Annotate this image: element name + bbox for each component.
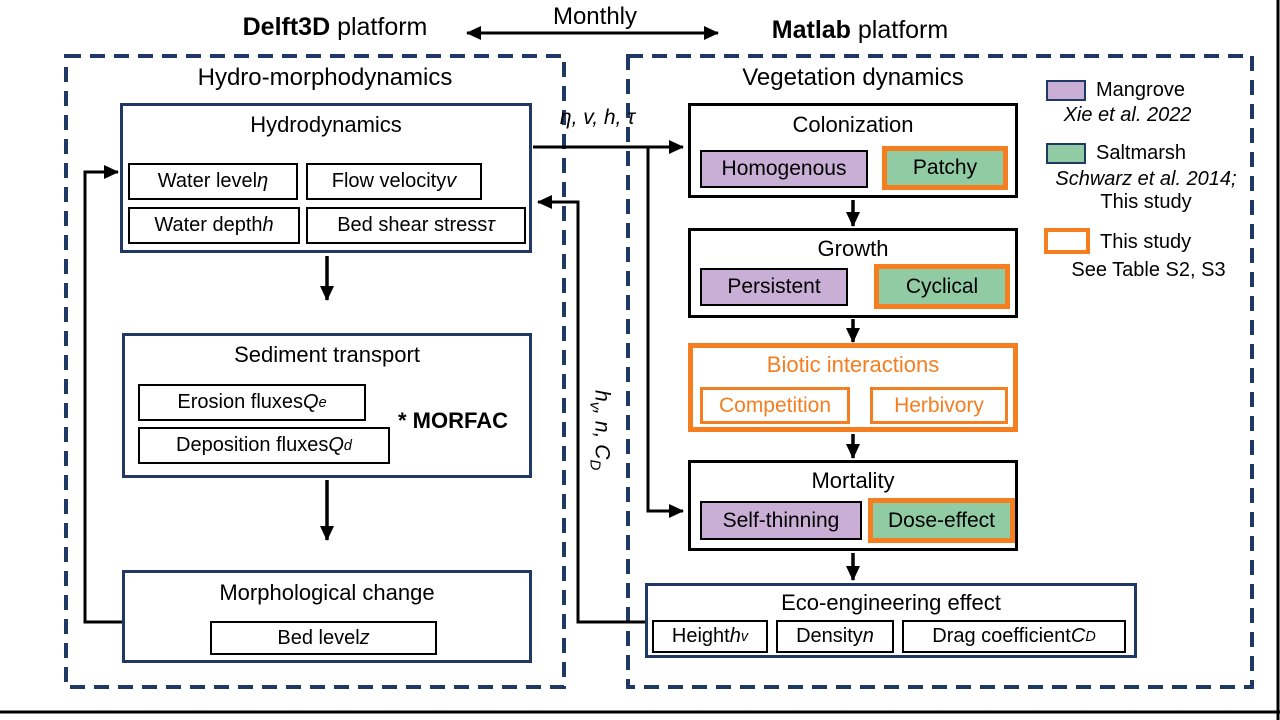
morfac-label: * MORFAC — [398, 408, 508, 433]
water-level-box: Water level η — [128, 163, 298, 200]
height-label: Height — [671, 625, 730, 647]
self-thinning-box: Self-thinning — [700, 501, 862, 540]
height-symbol: h — [729, 625, 741, 647]
saltmarsh-legend-swatch — [1046, 143, 1086, 164]
sediment-transport-title: Sediment transport — [234, 342, 420, 367]
density-symbol: n — [862, 625, 874, 647]
water-level-symbol: η — [257, 170, 269, 192]
saltmarsh-legend-ref: Schwarz et al. 2014; — [1055, 168, 1237, 190]
density-box: Density n — [776, 620, 894, 653]
herbivory-box: Herbivory — [870, 387, 1008, 424]
competition-box: Competition — [700, 387, 850, 424]
veg-output-h: h — [590, 390, 614, 402]
water-depth-box: Water depth h — [128, 207, 300, 244]
water-depth-label: Water depth — [154, 214, 263, 236]
cyclical-box: Cyclical — [874, 264, 1010, 309]
bed-shear-stress-label: Bed shear stress — [337, 214, 488, 236]
hydro-morphodynamics-title: Hydro-morphodynamics — [197, 64, 453, 91]
flow-velocity-box: Flow velocity v — [306, 163, 482, 200]
saltmarsh-legend-ref2: This study — [1100, 191, 1192, 213]
veg-output-n-c: , n, C — [590, 409, 614, 460]
persistent-box: Persistent — [700, 268, 848, 306]
growth-title: Growth — [817, 236, 889, 261]
flow-velocity-label: Flow velocity — [331, 170, 447, 192]
bed-shear-stress-box: Bed shear stress τ — [306, 207, 526, 244]
height-subscript: v — [740, 628, 749, 645]
bed-shear-stress-symbol: τ — [487, 214, 495, 236]
mortality-title: Mortality — [811, 468, 895, 493]
hydrodynamics-title: Hydrodynamics — [250, 112, 402, 137]
matlab-platform-title: Matlab platform — [725, 16, 995, 45]
dose-effect-box: Dose-effect — [868, 498, 1015, 543]
water-level-label: Water level — [157, 170, 258, 192]
mangrove-legend-swatch — [1046, 80, 1086, 101]
biotic-interactions-title: Biotic interactions — [766, 352, 940, 377]
water-depth-symbol: h — [262, 214, 274, 236]
density-label: Density — [796, 625, 863, 647]
vegetation-dynamics-title: Vegetation dynamics — [742, 64, 964, 91]
erosion-fluxes-symbol: Q — [303, 391, 319, 413]
monthly-label: Monthly — [552, 3, 638, 30]
deposition-fluxes-subscript: d — [343, 437, 352, 454]
this-study-legend-label: This study — [1100, 231, 1192, 253]
eco-engineering-title: Eco-engineering effect — [781, 590, 1001, 615]
delft3d-platform-title: Delft3D platform — [165, 13, 505, 42]
veg-output-c-sub: D — [586, 459, 604, 471]
drag-coefficient-symbol: C — [1070, 625, 1086, 647]
erosion-fluxes-label: Erosion fluxes — [177, 391, 304, 413]
drag-coefficient-subscript: D — [1085, 628, 1096, 645]
morphological-change-title: Morphological change — [219, 580, 435, 605]
bed-level-box: Bed level z — [210, 621, 437, 655]
homogenous-box: Homogenous — [700, 150, 868, 188]
arrow-morphology-feedback — [83, 165, 122, 624]
hydro-outputs-label: η, v, h, τ — [559, 106, 636, 129]
drag-coefficient-label: Drag coefficient — [932, 625, 1071, 647]
flow-velocity-symbol: v — [446, 170, 457, 192]
mangrove-legend-ref: Xie et al. 2022 — [1063, 104, 1192, 126]
matlab-platform-suffix: platform — [850, 16, 949, 44]
deposition-fluxes-symbol: Q — [328, 434, 344, 456]
deposition-fluxes-label: Deposition fluxes — [176, 434, 329, 456]
delft3d-platform-suffix: platform — [330, 13, 428, 41]
matlab-platform-name: Matlab — [771, 16, 851, 44]
delft3d-platform-name: Delft3D — [242, 13, 331, 41]
this-study-legend-ref: See Table S2, S3 — [1071, 259, 1226, 281]
mangrove-legend-label: Mangrove — [1096, 79, 1185, 101]
arrow-branch-to-mortality — [646, 147, 684, 518]
bed-level-label: Bed level — [277, 626, 360, 649]
erosion-fluxes-subscript: e — [318, 394, 327, 411]
patchy-box: Patchy — [882, 146, 1008, 190]
bed-level-symbol: z — [359, 626, 370, 649]
saltmarsh-legend-label: Saltmarsh — [1096, 142, 1187, 164]
this-study-legend-swatch — [1044, 228, 1090, 254]
colonization-title: Colonization — [792, 112, 914, 137]
